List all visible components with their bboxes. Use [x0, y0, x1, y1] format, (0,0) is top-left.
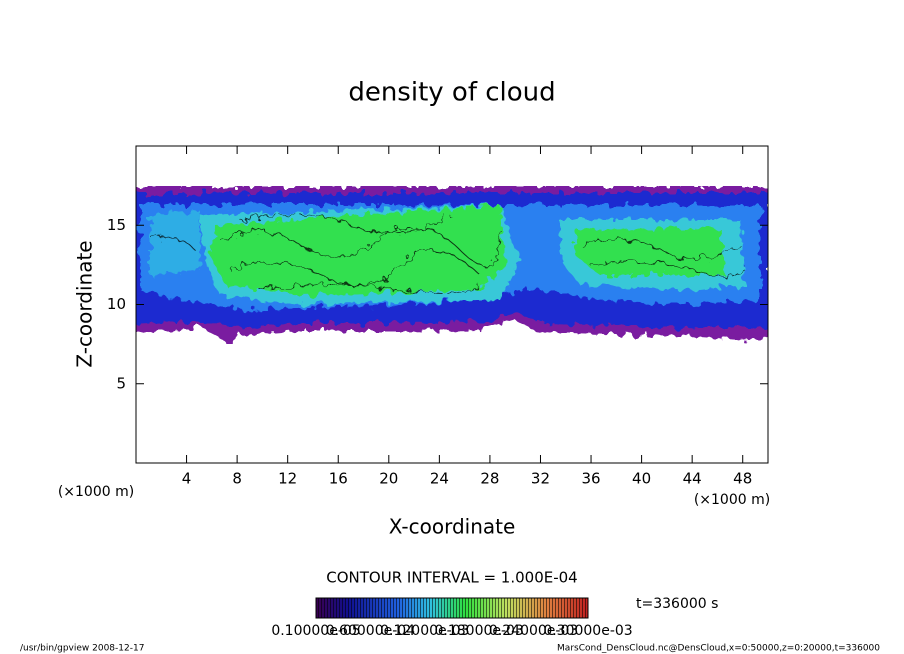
colorbar-label: 0.30000e-03	[543, 623, 632, 639]
time-label: t=336000 s	[636, 596, 718, 612]
colorbar-label: 0.24000e-03	[489, 623, 578, 639]
x-tick-label: 4	[182, 470, 192, 488]
x-tick-label: 28	[480, 470, 499, 488]
footer-left: /usr/bin/gpview 2008-12-17	[20, 644, 144, 654]
contour-field	[136, 186, 768, 344]
x-tick-label: 16	[329, 470, 348, 488]
colorbar-label: 0.10000e-05	[271, 623, 360, 639]
colorbar-frame	[315, 597, 589, 619]
y-unit: (×1000 m)	[58, 484, 134, 500]
contour-interval: CONTOUR INTERVAL = 1.000E-04	[326, 569, 577, 587]
x-tick-label: 12	[278, 470, 297, 488]
x-tick-label: 20	[379, 470, 398, 488]
footer-right: MarsCond_DensCloud.nc@DensCloud,x=0:5000…	[557, 644, 880, 654]
y-axis-label: Z-coordinate	[73, 240, 97, 367]
x-tick-label: 24	[430, 470, 449, 488]
x-tick-label: 40	[632, 470, 651, 488]
x-axis-label: X-coordinate	[389, 515, 516, 539]
x-tick-label: 36	[581, 470, 600, 488]
y-tick-label: 15	[107, 216, 126, 234]
colorbar-label: 0.60000e-04	[326, 623, 415, 639]
x-tick-label: 48	[733, 470, 752, 488]
y-tick-label: 10	[107, 295, 126, 313]
colorbar-label: 0.18000e-03	[435, 623, 524, 639]
y-tick-label: 5	[116, 374, 126, 392]
x-tick-label: 32	[531, 470, 550, 488]
chart-title: density of cloud	[348, 78, 555, 108]
x-tick-label: 8	[232, 470, 242, 488]
x-unit: (×1000 m)	[694, 492, 770, 508]
x-tick-label: 44	[683, 470, 702, 488]
colorbar-label: 0.12000e-03	[380, 623, 469, 639]
